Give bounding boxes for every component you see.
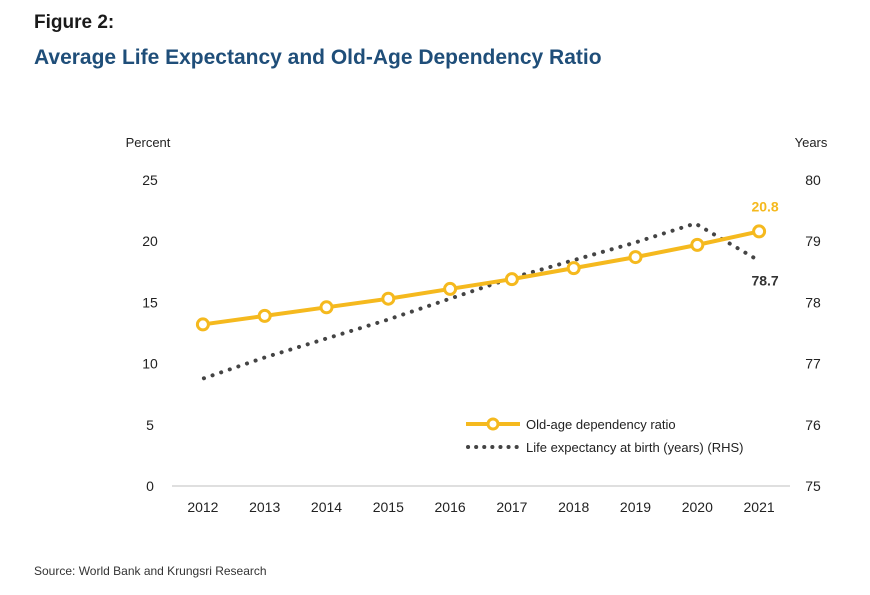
- series-life-expectancy-line: [201, 221, 760, 381]
- y-left-axis-label: Percent: [126, 135, 171, 150]
- chart-title: Average Life Expectancy and Old-Age Depe…: [34, 46, 602, 69]
- y-left-tick-label: 15: [142, 294, 158, 310]
- y-right-tick-label: 77: [805, 356, 821, 372]
- y-right-tick-label: 78: [805, 294, 821, 310]
- line-chart: 2012 2013 2014 2015 2016 2017 2018 2019 2020 2021…: [126, 135, 828, 515]
- dependency-ratio-point: [504, 272, 519, 287]
- y-right-tick-label: 80: [805, 172, 821, 188]
- y-left-tick-label: 0: [146, 478, 154, 494]
- dependency-ratio-point: [752, 224, 767, 239]
- x-tick-label: 2016: [435, 499, 466, 515]
- dependency-ratio-point: [195, 317, 210, 332]
- x-tick-label: 2018: [558, 499, 589, 515]
- legend-life-expectancy-label: Life expectancy at birth (years) (RHS): [526, 440, 743, 455]
- legend-dependency-ratio-marker: [486, 417, 500, 431]
- dependency-ratio-point: [381, 291, 396, 306]
- x-tick-label: 2012: [187, 499, 218, 515]
- x-tick-label: 2013: [249, 499, 280, 515]
- data-label: 78.7: [751, 273, 778, 289]
- dependency-ratio-point: [566, 261, 581, 276]
- x-tick-label: 2020: [682, 499, 713, 515]
- source-note: Source: World Bank and Krungsri Research: [34, 564, 267, 578]
- y-left-tick-label: 20: [142, 233, 158, 249]
- dependency-ratio-point: [319, 300, 334, 315]
- y-right-tick-label: 76: [805, 417, 821, 433]
- dependency-ratio-point: [443, 281, 458, 296]
- y-right-tick-label: 75: [805, 478, 821, 494]
- series-dependency-ratio-line: [202, 229, 760, 327]
- figure-label: Figure 2:: [34, 12, 115, 33]
- dependency-ratio-point: [690, 237, 705, 252]
- x-tick-label: 2021: [744, 499, 775, 515]
- data-label: 20.8: [751, 198, 778, 214]
- x-tick-label: 2015: [373, 499, 404, 515]
- dependency-ratio-point: [257, 308, 272, 323]
- y-left-tick-label: 10: [142, 356, 158, 372]
- y-right-tick-label: 79: [805, 233, 821, 249]
- dependency-ratio-point: [628, 250, 643, 265]
- legend-dependency-ratio-label: Old-age dependency ratio: [526, 417, 676, 432]
- y-left-tick-label: 5: [146, 417, 154, 433]
- x-tick-label: 2014: [311, 499, 342, 515]
- x-tick-label: 2017: [496, 499, 527, 515]
- x-tick-label: 2019: [620, 499, 651, 515]
- y-left-tick-label: 25: [142, 172, 158, 188]
- y-right-axis-label: Years: [795, 135, 828, 150]
